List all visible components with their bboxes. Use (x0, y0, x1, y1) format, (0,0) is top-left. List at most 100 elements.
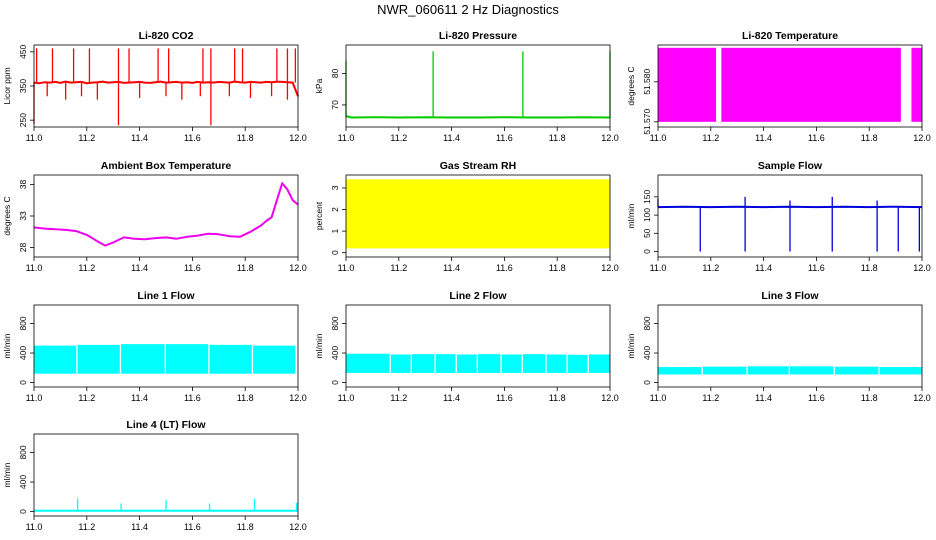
plot-frame (33, 433, 299, 517)
band-mark (121, 344, 165, 374)
y-tick-label: 51.570 (642, 109, 652, 135)
x-axis: 11.0 11.2 11.4 11.6 11.8 12.0 (26, 516, 307, 532)
y-axis: 51.570 51.580 (642, 69, 658, 135)
y-axis: 0 1 2 3 (330, 185, 346, 255)
series-line (345, 115, 611, 119)
x-tick-label: 11.4 (443, 133, 460, 143)
x-tick-label: 11.4 (755, 393, 772, 403)
y-axis-label: ml/min (626, 203, 636, 228)
y-axis-label: ml/min (2, 462, 12, 487)
x-axis: 11.0 11.2 11.4 11.6 11.8 12.0 (26, 387, 307, 403)
y-tick-label: 800 (18, 316, 28, 330)
x-tick-label: 11.0 (26, 133, 43, 143)
band-mark (879, 367, 922, 375)
y-tick-label: 50 (642, 228, 652, 238)
y-tick-label: 0 (642, 249, 652, 254)
y-axis: 0 400 800 (330, 316, 346, 385)
x-tick-label: 12.0 (289, 393, 307, 403)
y-tick-label: 350 (18, 79, 28, 93)
x-tick-label: 11.2 (78, 393, 95, 403)
band-mark (34, 345, 77, 374)
chart-line-1-flow: Line 1 Flow ml/min 11.0 11.2 11.4 11.6 11.8 12.… (2, 290, 307, 403)
x-tick-label: 11.4 (755, 133, 772, 143)
y-tick-label: 3 (330, 185, 340, 190)
chart-title: Line 4 (LT) Flow (126, 419, 206, 431)
y-tick-label: 2 (330, 207, 340, 212)
x-tick-label: 11.4 (443, 393, 460, 403)
chart-title: Line 3 Flow (761, 290, 819, 302)
y-axis-label: kPa (314, 78, 324, 93)
x-axis: 11.0 11.2 11.4 11.6 11.8 12.0 (650, 127, 931, 143)
plot-frame (657, 174, 923, 258)
x-tick-label: 12.0 (601, 393, 619, 403)
band-mark (546, 354, 567, 373)
y-tick-label: 450 (18, 44, 28, 58)
x-tick-label: 11.8 (549, 263, 566, 273)
x-tick-label: 11.0 (338, 133, 355, 143)
data-marks (33, 182, 299, 247)
x-tick-label: 12.0 (289, 133, 307, 143)
x-tick-label: 12.0 (913, 263, 931, 273)
x-tick-label: 11.8 (237, 263, 254, 273)
band-mark (790, 366, 834, 375)
chart-title: Gas Stream RH (440, 160, 516, 172)
x-tick-label: 12.0 (913, 393, 931, 403)
x-tick-label: 11.6 (496, 393, 513, 403)
x-tick-label: 11.0 (26, 393, 43, 403)
x-tick-label: 11.4 (755, 263, 772, 273)
plot-frame (345, 304, 611, 388)
y-tick-label: 0 (330, 380, 340, 385)
chart-line-2-flow: Line 2 Flow ml/min 11.0 11.2 11.4 11.6 11.8 12.… (314, 290, 619, 403)
data-marks (657, 196, 923, 252)
x-tick-label: 11.8 (861, 133, 878, 143)
x-tick-label: 11.2 (390, 263, 407, 273)
x-tick-label: 12.0 (913, 133, 931, 143)
band-mark (390, 354, 411, 373)
y-axis: 0 400 800 (642, 316, 658, 385)
chart-title: Sample Flow (758, 160, 823, 172)
y-tick-label: 0 (18, 509, 28, 514)
y-axis-label: degrees C (626, 66, 636, 105)
band-mark (834, 366, 879, 375)
band-mark (253, 345, 296, 374)
x-tick-label: 11.4 (131, 133, 148, 143)
plot-frame (345, 44, 611, 128)
chart-title: Li-820 Temperature (742, 30, 838, 42)
x-tick-label: 11.0 (650, 133, 667, 143)
plot-frame (33, 304, 299, 388)
chart-title: Line 1 Flow (137, 290, 195, 302)
x-tick-label: 11.0 (26, 263, 43, 273)
x-tick-label: 11.6 (184, 133, 201, 143)
plot-frame (657, 304, 923, 388)
chart-ambient-box-temperature: Ambient Box Temperature degrees C 11.0 11.2… (2, 160, 307, 273)
x-axis: 11.0 11.2 11.4 11.6 11.8 12.0 (650, 257, 931, 273)
band-mark (435, 354, 456, 373)
x-tick-label: 11.8 (549, 133, 566, 143)
y-tick-label: 51.580 (642, 69, 652, 95)
band-mark (588, 354, 610, 373)
x-tick-label: 11.0 (650, 263, 667, 273)
band-mark (522, 354, 546, 373)
x-tick-label: 11.8 (237, 133, 254, 143)
band-mark (658, 47, 717, 122)
x-tick-label: 11.2 (390, 133, 407, 143)
figure-title: NWR_060611 2 Hz Diagnostics (377, 2, 559, 17)
x-tick-label: 11.2 (390, 393, 407, 403)
series-line (33, 182, 299, 247)
band-mark (77, 344, 120, 374)
x-tick-label: 11.6 (808, 133, 825, 143)
y-axis: 28 33 38 (18, 179, 34, 252)
x-tick-label: 11.0 (338, 263, 355, 273)
y-tick-label: 250 (18, 113, 28, 127)
chart-title: Ambient Box Temperature (101, 160, 232, 172)
y-axis: 0 400 800 (18, 316, 34, 385)
x-tick-label: 11.8 (861, 393, 878, 403)
x-tick-label: 12.0 (289, 263, 307, 273)
data-marks (34, 498, 298, 512)
x-tick-label: 11.4 (443, 263, 460, 273)
y-tick-label: 800 (330, 316, 340, 330)
x-tick-label: 11.6 (184, 263, 201, 273)
